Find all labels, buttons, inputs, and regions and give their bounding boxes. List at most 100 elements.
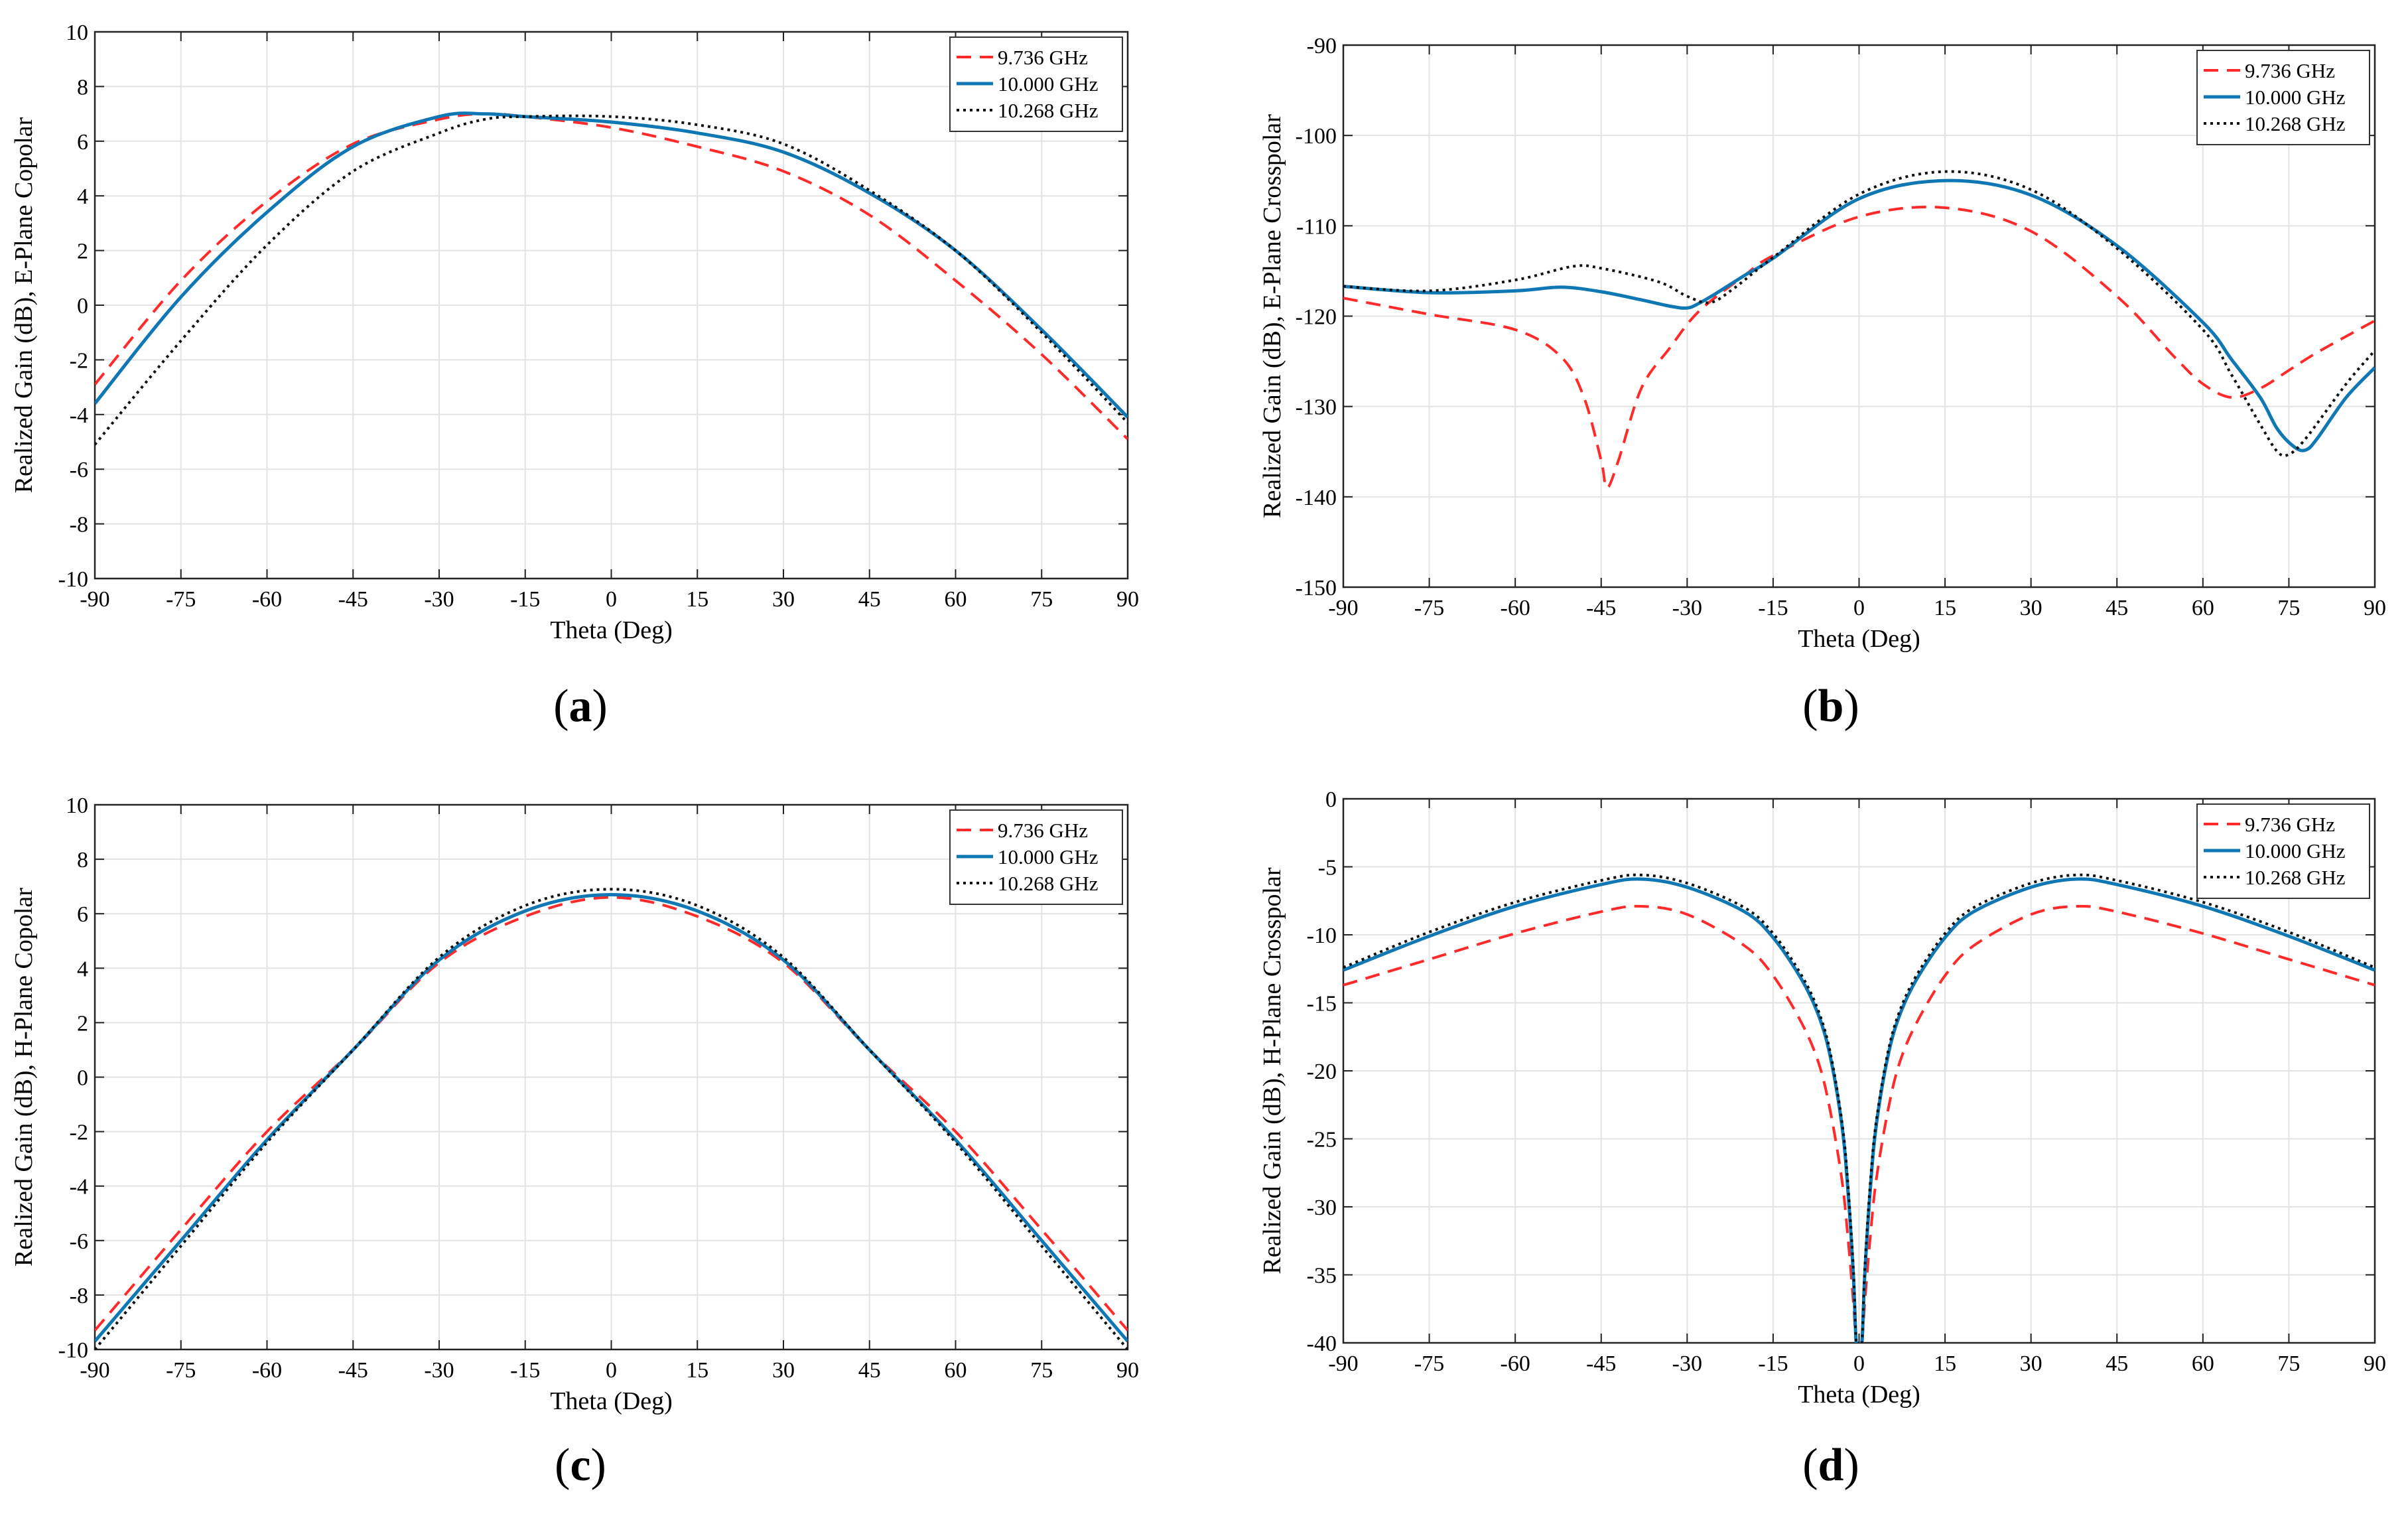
x-tick-label: -90	[80, 1358, 109, 1383]
chart-d-svg: -90 -75 -60 -45 -30 -15 0 15 30 45 60 75 90 -40 -35 -30…	[1258, 788, 2386, 1409]
series-line-a-3	[95, 114, 1128, 446]
x-tick-label: 15	[1934, 1351, 1956, 1376]
y-tick-label: 8	[77, 848, 88, 872]
y-tick-label: -8	[70, 513, 88, 537]
y-tick-label: -10	[58, 567, 88, 592]
legend-entry: 9.736 GHz	[2245, 813, 2335, 836]
y-tick-label: -15	[1307, 992, 1337, 1016]
y-tick-label: 4	[77, 957, 88, 981]
y-tick-label: -8	[70, 1284, 88, 1308]
series-group-a	[95, 111, 1128, 446]
y-tick-label: 6	[77, 130, 88, 155]
y-tick-label: -20	[1307, 1060, 1337, 1084]
panel-label-c: (c)	[555, 1440, 606, 1491]
legend-entry: 10.268 GHz	[2245, 112, 2346, 135]
ticks-b: -90 -75 -60 -45 -30 -15 0 15 30 45 60 75 90-150-140-…	[1296, 34, 2386, 620]
y-tick-label: -10	[58, 1338, 88, 1363]
legend-entry: 10.000 GHz	[2245, 839, 2346, 862]
y-tick-label: 2	[77, 240, 88, 264]
y-axis-label-a: Realized Gain (dB), E-Plane Copolar	[10, 117, 38, 493]
y-tick-label: -6	[70, 1229, 88, 1254]
y-tick-label: -100	[1296, 124, 1337, 149]
chart-c-svg: -90 -75 -60 -45 -30 -15 0 15 30 45 60 75 90-10-8-6-4…	[10, 794, 1139, 1415]
x-tick-label: 75	[2277, 596, 2300, 620]
x-tick-label: -45	[338, 587, 368, 612]
panel-label-d: (d)	[1802, 1440, 1859, 1491]
y-tick-label: -40	[1307, 1332, 1337, 1356]
x-tick-label: 60	[945, 587, 967, 612]
x-tick-label: 0	[1853, 596, 1865, 620]
y-tick-label: 0	[77, 294, 88, 318]
series-line-d-3	[1343, 873, 2375, 1343]
legend-d: 9.736 GHz 10.000 GHz 10.268 GHz	[2196, 803, 2370, 899]
y-tick-label: -90	[1307, 34, 1337, 58]
y-tick-label: -6	[70, 458, 88, 482]
x-tick-label: -30	[424, 587, 454, 612]
x-tick-label: -30	[1672, 596, 1702, 620]
x-tick-label: 90	[2364, 596, 2386, 620]
y-tick-label: 0	[1325, 788, 1337, 812]
x-tick-label: -90	[1328, 596, 1358, 620]
x-tick-label: -45	[338, 1358, 368, 1383]
x-tick-label: 0	[606, 1358, 617, 1383]
x-tick-label: 30	[2020, 596, 2042, 620]
series-line-b-2	[1343, 178, 2375, 452]
y-tick-label: -30	[1307, 1196, 1337, 1220]
x-tick-label: 60	[945, 1358, 967, 1383]
legend-b: 9.736 GHz 10.000 GHz 10.268 GHz	[2196, 50, 2370, 145]
series-line-a-1	[95, 112, 1128, 441]
y-tick-label: -25	[1307, 1128, 1337, 1152]
legend-entry: 10.000 GHz	[998, 72, 1099, 96]
x-tick-label: 60	[2192, 1351, 2214, 1376]
series-line-b-3	[1343, 170, 2375, 458]
x-tick-label: 45	[2106, 596, 2128, 620]
ticks-c: -90 -75 -60 -45 -30 -15 0 15 30 45 60 75 90-10-8-6-4…	[58, 794, 1139, 1383]
legend-entry: 9.736 GHz	[998, 819, 1088, 842]
x-tick-label: -75	[1414, 1351, 1444, 1376]
series-group-d	[1343, 873, 2375, 1343]
x-tick-label: 75	[1030, 587, 1053, 612]
y-tick-label: 10	[66, 794, 88, 818]
x-axis-label-c: Theta (Deg)	[550, 1387, 673, 1415]
y-tick-label: -2	[70, 348, 88, 373]
x-tick-label: -45	[1586, 596, 1616, 620]
x-tick-label: 45	[858, 1358, 881, 1383]
chart-panel-d: -90 -75 -60 -45 -30 -15 0 15 30 45 60 75 90 -40 -35 -30…	[1204, 759, 2408, 1518]
x-tick-label: 60	[2192, 596, 2214, 620]
legend-entry: 9.736 GHz	[2245, 59, 2335, 82]
x-tick-label: -15	[510, 587, 540, 612]
legend-entry: 9.736 GHz	[998, 46, 1088, 69]
x-tick-label: -15	[510, 1358, 540, 1383]
x-axis-label-b: Theta (Deg)	[1798, 625, 1920, 653]
x-tick-label: -90	[1328, 1351, 1358, 1376]
x-tick-label: 45	[858, 587, 881, 612]
series-line-b-1	[1343, 206, 2375, 490]
x-tick-label: 15	[686, 587, 708, 612]
y-tick-label: 6	[77, 902, 88, 927]
x-tick-label: 90	[1116, 587, 1139, 612]
x-tick-label: -30	[1672, 1351, 1702, 1376]
y-tick-label: -4	[70, 403, 88, 428]
x-tick-label: 0	[606, 587, 617, 612]
series-line-c-3	[95, 888, 1128, 1349]
x-axis-label-d: Theta (Deg)	[1798, 1381, 1920, 1409]
chart-b-svg: -90 -75 -60 -45 -30 -15 0 15 30 45 60 75 90-150-140-…	[1258, 34, 2386, 653]
x-tick-label: -45	[1586, 1351, 1616, 1376]
y-tick-label: -120	[1296, 305, 1337, 330]
x-tick-label: 75	[1030, 1358, 1053, 1383]
x-tick-label: -75	[1414, 596, 1444, 620]
x-tick-label: -15	[1758, 1351, 1788, 1376]
y-tick-label: 0	[77, 1066, 88, 1091]
x-tick-label: 0	[1853, 1351, 1865, 1376]
series-group-b	[1343, 170, 2375, 490]
y-tick-label: -10	[1307, 924, 1337, 948]
y-tick-label: -130	[1296, 395, 1337, 420]
legend-entry: 10.000 GHz	[998, 845, 1099, 868]
series-line-d-1	[1343, 904, 2375, 1343]
y-tick-label: 4	[77, 184, 88, 209]
y-tick-label: -110	[1296, 214, 1337, 239]
x-tick-label: -30	[424, 1358, 454, 1383]
x-tick-label: -60	[252, 587, 282, 612]
x-tick-label: 30	[772, 587, 795, 612]
x-tick-label: 30	[2020, 1351, 2042, 1376]
